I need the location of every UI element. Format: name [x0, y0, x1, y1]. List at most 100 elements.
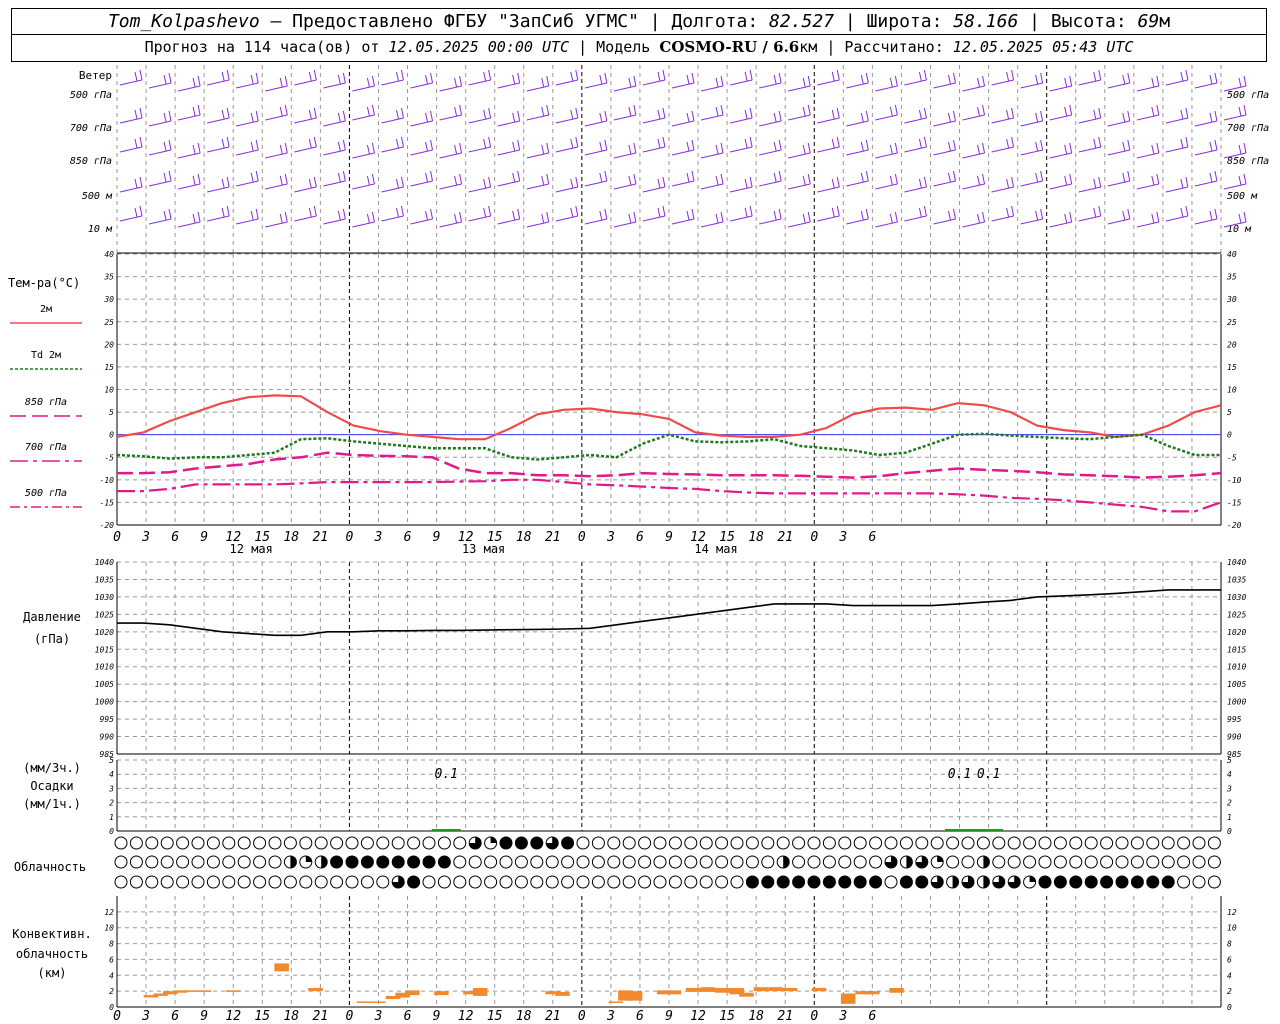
wind-barb	[119, 205, 143, 222]
wind-barb-feather	[541, 175, 545, 186]
pressure-ytick-right: 1035	[1227, 575, 1246, 584]
wind-barb-feather	[459, 173, 463, 185]
wind-barb-feather	[517, 170, 521, 182]
cloud-symbol	[129, 836, 143, 850]
wind-barb-feather	[633, 104, 637, 116]
temp-ytick-left: 15	[104, 363, 114, 372]
cloud-symbol	[869, 836, 883, 850]
wind-barb-shaft	[933, 180, 956, 187]
wind-barb-shaft	[381, 186, 404, 193]
wind-barb-shaft	[1107, 180, 1130, 187]
wind-barb-feather	[923, 176, 927, 188]
wind-barb-shaft	[410, 82, 433, 89]
conv-xtick: 21	[777, 1009, 793, 1024]
wind-barb-feather	[686, 210, 690, 221]
wind-barb-shaft	[759, 180, 782, 187]
wind-barb	[613, 173, 637, 190]
wind-barb-feather	[982, 142, 986, 154]
conv-xtick: 9	[200, 1009, 208, 1024]
temp-series-line	[117, 478, 1222, 513]
wind-barb-feather	[773, 74, 777, 85]
wind-level-label-left: 500 м	[82, 191, 113, 202]
cloud-symbol	[268, 855, 282, 869]
wind-barb-feather	[1093, 178, 1097, 189]
wind-barb	[1223, 104, 1247, 121]
wind-barb	[642, 176, 666, 193]
wind-barb-feather	[197, 211, 201, 223]
wind-barb-shaft	[642, 117, 666, 124]
wind-barb-feather	[1069, 211, 1073, 223]
pressure-ytick-right: 1020	[1227, 628, 1246, 637]
wind-barb-feather	[889, 175, 893, 186]
wind-barb-feather	[633, 211, 637, 223]
wind-barb	[1107, 139, 1131, 156]
cloud-symbol	[253, 875, 267, 889]
wind-barb-feather	[865, 110, 869, 122]
wind-barb-feather	[1064, 144, 1068, 155]
cloud-symbol	[1115, 836, 1129, 850]
cloud-symbol	[1177, 875, 1191, 889]
wind-barb-feather	[686, 74, 690, 85]
wind-barb-shaft	[526, 152, 549, 159]
wind-barb-feather	[773, 141, 777, 152]
wind-barb-feather	[366, 213, 370, 224]
conv-xtick: 12	[690, 1009, 706, 1024]
wind-barb-feather	[977, 213, 981, 224]
model-unit: км	[799, 38, 818, 56]
wind-barb	[1136, 211, 1160, 228]
wind-level-label-right: 500 гПа	[1227, 90, 1269, 101]
precip-amount-label: 0.1	[435, 767, 458, 782]
wind-barb-feather	[982, 211, 986, 223]
wind-barb	[1049, 104, 1073, 121]
temp-xtick: 15	[254, 530, 270, 545]
conv-xtick: 18	[748, 1009, 764, 1024]
cloud-symbol	[1130, 855, 1144, 869]
wind-barb-feather	[546, 211, 550, 223]
wind-barb	[904, 107, 927, 124]
wind-barb	[729, 136, 753, 153]
wind-barb	[904, 136, 927, 153]
wind-level-label-right: 850 гПа	[1227, 156, 1269, 167]
wind-barb	[1049, 75, 1073, 92]
wind-barb-feather	[168, 110, 172, 122]
wind-barb	[700, 142, 724, 159]
wind-barb-shaft	[991, 79, 1014, 86]
wind-barb-shaft	[671, 82, 695, 89]
wind-barb-feather	[425, 172, 429, 183]
wind-barb-shaft	[642, 215, 666, 222]
conv-bar	[685, 987, 701, 992]
cloud-symbol	[191, 875, 205, 889]
wind-barb	[991, 69, 1015, 86]
wind-barb-feather	[889, 144, 893, 155]
wind-barb-feather	[894, 104, 898, 116]
wind-barb-feather	[342, 139, 346, 151]
wind-barb-feather	[720, 75, 724, 87]
wind-barb-feather	[836, 176, 840, 188]
wind-barb	[846, 170, 869, 187]
wind-barb-feather	[1040, 110, 1044, 122]
wind-barb-feather	[1098, 136, 1102, 148]
wind-barb	[1049, 173, 1073, 190]
wind-barb-feather	[284, 173, 288, 185]
wind-barb	[526, 104, 550, 121]
wind-barb-feather	[192, 106, 196, 117]
wind-barb	[788, 104, 811, 121]
wind-barb-shaft	[817, 117, 840, 124]
wind-barb-feather	[546, 75, 550, 87]
wind-barb-feather	[831, 109, 835, 120]
cloud-symbol-fill	[290, 856, 297, 868]
wind-barb-shaft	[642, 79, 666, 86]
wind-barb-feather	[744, 178, 748, 189]
temp-ytick-right: 10	[1227, 386, 1237, 395]
wind-barb-feather	[1122, 172, 1126, 183]
wind-barb-shaft	[700, 183, 724, 190]
wind-barb-feather	[512, 74, 516, 85]
wind-barb	[875, 211, 898, 228]
wind-barb	[1194, 170, 1218, 187]
conv-bar	[308, 987, 323, 992]
wind-barb-feather	[575, 69, 579, 81]
cloud-symbol	[145, 855, 159, 869]
wind-barb-shaft	[207, 117, 230, 124]
wind-barb-shaft	[671, 149, 695, 156]
wind-barb-feather	[400, 205, 404, 217]
